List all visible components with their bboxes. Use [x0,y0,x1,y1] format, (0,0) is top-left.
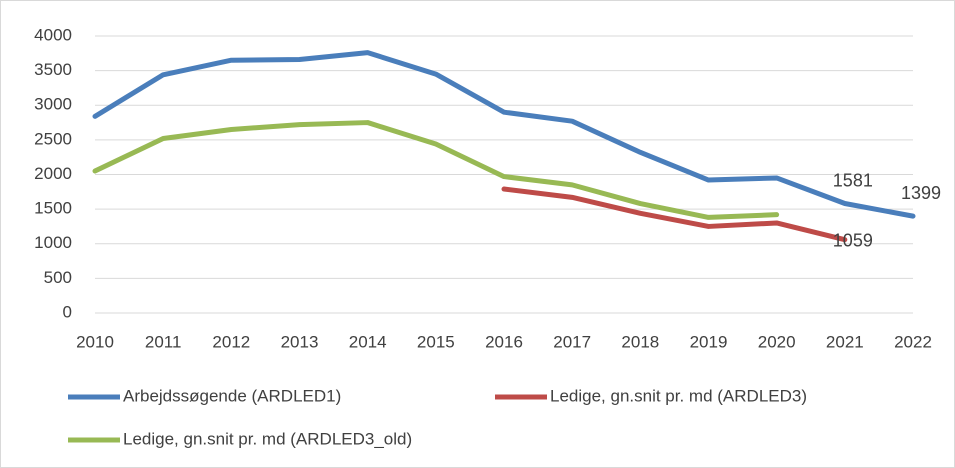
series-line [92,120,780,220]
x-tick-label: 2017 [553,332,591,351]
y-tick-label: 2000 [34,164,72,183]
legend-label: Ledige, gn.snit pr. md (ARDLED3_old) [123,429,412,448]
x-tick-label: 2019 [690,332,728,351]
series-line [501,186,848,243]
y-tick-label: 3500 [34,60,72,79]
data-label: 1399 [901,183,941,203]
x-tick-label: 2018 [621,332,659,351]
legend-label: Arbejdssøgende (ARDLED1) [123,386,341,405]
x-tick-label: 2012 [212,332,250,351]
x-tick-label: 2013 [281,332,319,351]
y-tick-label: 1500 [34,199,72,218]
y-tick-label: 4000 [34,25,72,44]
x-tick-label: 2021 [826,332,864,351]
x-tick-label: 2014 [349,332,387,351]
y-tick-label: 0 [63,302,72,321]
data-label: 1581 [833,170,873,190]
y-tick-label: 500 [44,268,72,287]
x-tick-label: 2016 [485,332,523,351]
legend-label: Ledige, gn.snit pr. md (ARDLED3) [550,386,807,405]
x-tick-label: 2010 [76,332,114,351]
x-tick-label: 2022 [894,332,932,351]
data-label: 1059 [833,230,873,250]
y-tick-label: 1000 [34,233,72,252]
x-tick-label: 2020 [758,332,796,351]
x-tick-label: 2011 [145,332,182,351]
y-tick-label: 3000 [34,95,72,114]
series-line [92,50,916,219]
x-tick-label: 2015 [417,332,455,351]
y-tick-label: 2500 [34,129,72,148]
